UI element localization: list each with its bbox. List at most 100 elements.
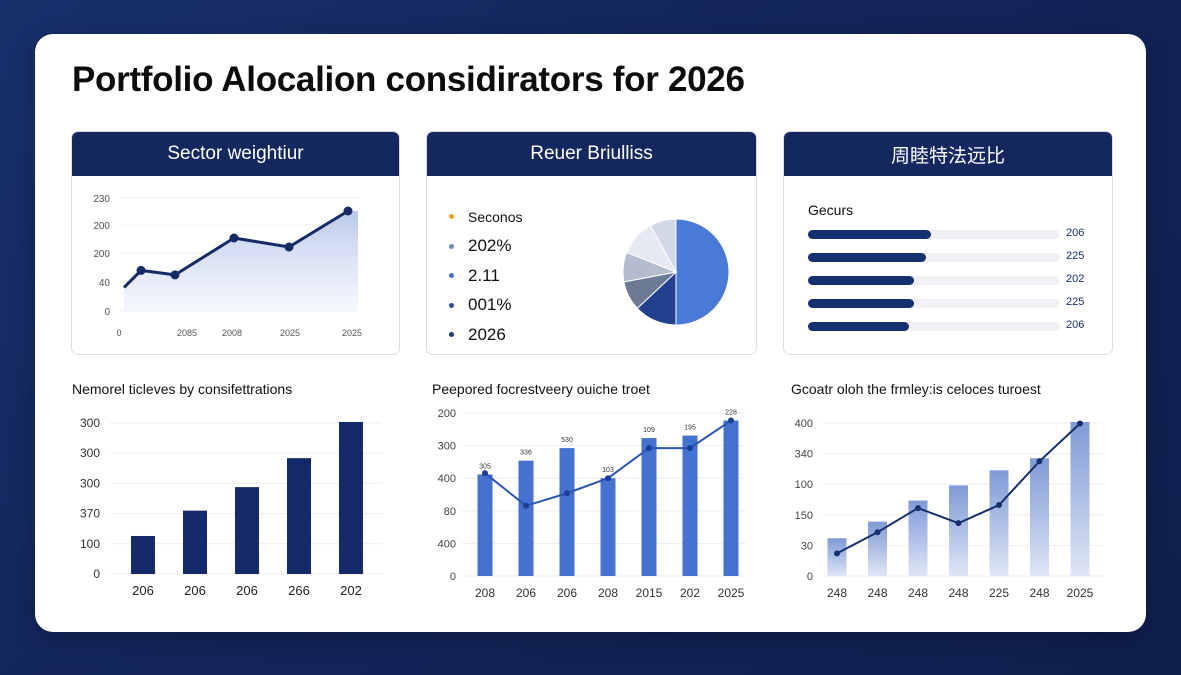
pie-legend-label: 202% bbox=[468, 236, 512, 256]
x-tick-label: 266 bbox=[288, 583, 310, 598]
y-tick-label: 400 bbox=[438, 538, 456, 550]
x-tick-label: 2025 bbox=[342, 328, 362, 338]
y-tick-label: 150 bbox=[795, 510, 813, 522]
bottom-middle-chart-title: Peepored focrestveery ouiche troet bbox=[432, 381, 650, 397]
legend-dot-icon bbox=[449, 302, 454, 308]
data-point bbox=[915, 505, 921, 512]
bar bbox=[559, 448, 575, 576]
y-tick-label: 0 bbox=[450, 571, 456, 583]
y-tick-label: 0 bbox=[93, 567, 100, 581]
pie-legend-item: 001% bbox=[449, 291, 522, 321]
legend-dot-icon bbox=[449, 273, 454, 279]
bar bbox=[723, 420, 739, 576]
hbar-value-label: 225 bbox=[1066, 250, 1085, 262]
y-tick-label: 0 bbox=[807, 571, 813, 583]
data-label: 336 bbox=[520, 450, 532, 457]
x-tick-label: 2008 bbox=[222, 328, 242, 338]
y-tick-label: 230 bbox=[93, 194, 110, 205]
pie-legend-item: 202% bbox=[449, 232, 522, 262]
y-tick-label: 340 bbox=[795, 449, 813, 461]
hbar-track bbox=[808, 322, 1060, 331]
data-point bbox=[1036, 458, 1043, 465]
data-label: 103 bbox=[602, 467, 614, 474]
hbar-value-label: 206 bbox=[1066, 227, 1085, 239]
data-point bbox=[728, 417, 734, 424]
hbar-fill bbox=[808, 230, 932, 239]
hbar-fill bbox=[808, 299, 914, 308]
hbar-fill bbox=[808, 276, 914, 285]
legend-dot-icon bbox=[449, 214, 454, 220]
bar bbox=[908, 500, 928, 576]
bar bbox=[1070, 422, 1090, 576]
data-point bbox=[229, 233, 239, 243]
bar bbox=[183, 510, 207, 574]
y-tick-label: 200 bbox=[438, 408, 456, 420]
bar bbox=[989, 470, 1009, 576]
data-point bbox=[955, 520, 962, 527]
x-tick-label: 2015 bbox=[636, 586, 663, 600]
pie-legend-item: 2.11 bbox=[449, 261, 522, 291]
data-label: 530 bbox=[561, 437, 573, 444]
x-tick-label: 206 bbox=[236, 583, 258, 598]
data-point bbox=[1077, 420, 1083, 427]
y-tick-label: 0 bbox=[104, 307, 110, 318]
bar bbox=[1030, 458, 1049, 576]
data-point bbox=[523, 502, 529, 509]
sector-line-chart: 0 40 200 200 230 0 2085 2008 2025 2025 bbox=[93, 194, 362, 338]
pie-slice bbox=[649, 218, 677, 273]
x-tick-label: 248 bbox=[867, 586, 887, 600]
bar bbox=[287, 458, 311, 574]
y-tick-label: 300 bbox=[80, 416, 100, 430]
bar bbox=[949, 485, 968, 576]
bar bbox=[235, 487, 259, 574]
bar bbox=[339, 421, 363, 574]
page-title: Portfolio Alocalion considirators for 20… bbox=[72, 60, 745, 99]
area-fill bbox=[124, 211, 358, 311]
x-tick-label: 248 bbox=[1029, 586, 1049, 600]
y-tick-label: 40 bbox=[99, 278, 111, 289]
data-point bbox=[343, 206, 353, 216]
pie-legend-label: 2026 bbox=[468, 324, 506, 344]
x-tick-label: 2025 bbox=[1067, 586, 1094, 600]
x-tick-label: 202 bbox=[340, 583, 362, 598]
data-point bbox=[482, 470, 488, 477]
bar bbox=[600, 478, 616, 576]
data-point bbox=[996, 502, 1002, 509]
y-tick-label: 30 bbox=[801, 540, 813, 552]
data-label: 305 bbox=[479, 463, 491, 470]
pie-chart bbox=[622, 218, 730, 326]
y-tick-label: 400 bbox=[795, 418, 813, 430]
x-tick-label: 202 bbox=[680, 586, 700, 600]
hbar-track bbox=[808, 299, 1060, 308]
data-label: 109 bbox=[643, 427, 655, 434]
pie-legend-label: 2.11 bbox=[468, 265, 500, 285]
y-tick-label: 300 bbox=[80, 446, 100, 460]
hbar-track bbox=[808, 230, 1060, 239]
hbar-value-label: 225 bbox=[1066, 296, 1085, 308]
legend-dot-icon bbox=[449, 243, 454, 249]
sector-panel-header: Sector weightiur bbox=[72, 132, 399, 176]
pie-legend-label: 001% bbox=[468, 295, 512, 315]
hbar-fill bbox=[808, 253, 927, 262]
x-tick-label: 2025 bbox=[280, 328, 300, 338]
x-tick-label: 225 bbox=[989, 586, 1009, 600]
bar bbox=[131, 535, 155, 574]
y-tick-label: 80 bbox=[444, 506, 456, 518]
x-tick-label: 0 bbox=[116, 328, 121, 338]
bottom-left-bar-chart: 0 100 370 300 300 300 206 206 206 266 202 bbox=[80, 416, 382, 598]
y-tick-label: 400 bbox=[438, 473, 456, 485]
bar bbox=[518, 460, 534, 576]
x-tick-label: 208 bbox=[598, 586, 618, 600]
bottom-left-chart-title: Nemorel ticleves by consifettrations bbox=[72, 381, 293, 397]
bars-panel: 周睦特法远比 Gecurs 206 225 202 225 206 bbox=[783, 131, 1113, 355]
hbar-fill bbox=[808, 322, 909, 331]
hbar-track bbox=[808, 276, 1060, 285]
data-label: 195 bbox=[684, 425, 696, 432]
bar bbox=[682, 435, 698, 576]
data-point bbox=[605, 475, 611, 482]
pie-panel-header: Reuer Briulliss bbox=[427, 132, 756, 176]
bar bbox=[827, 538, 847, 576]
data-point bbox=[646, 445, 652, 452]
hbar-track bbox=[808, 253, 1060, 262]
bottom-middle-combo-chart: 0 400 80 400 300 200 305 208 336 206 530 206 103 208 1… bbox=[438, 408, 746, 600]
